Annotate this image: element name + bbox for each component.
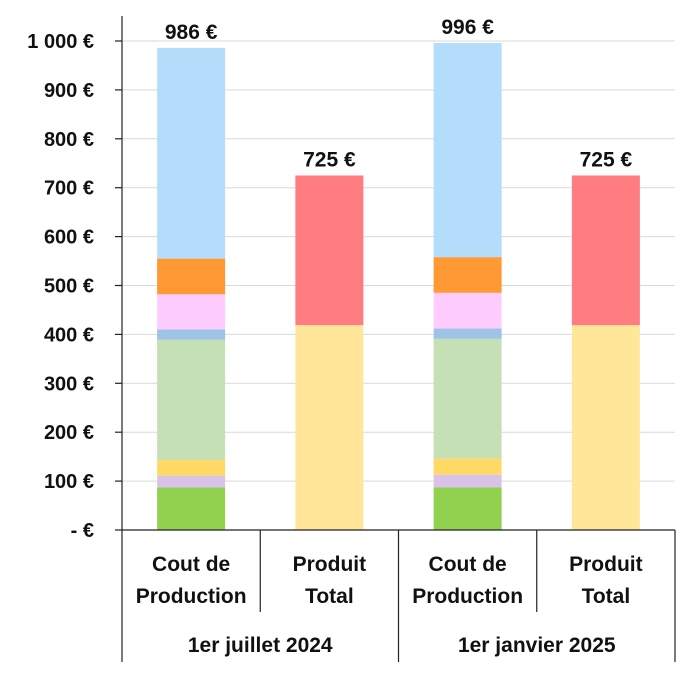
y-tick-label: 900 € — [44, 80, 94, 102]
bar-segment — [157, 475, 226, 488]
bar-segment — [433, 292, 502, 329]
y-tick-label: 300 € — [44, 373, 94, 395]
bar-segment — [433, 42, 502, 258]
y-tick-label: 600 € — [44, 227, 94, 249]
bar-segment — [157, 487, 226, 530]
group-label: 1er juillet 2024 — [188, 634, 333, 657]
group-label: 1er janvier 2025 — [458, 634, 616, 657]
category-label: Total — [305, 585, 354, 608]
bar-segment — [157, 294, 226, 330]
category-label: Production — [136, 585, 247, 608]
category-label: Total — [582, 585, 631, 608]
y-tick-label: 400 € — [44, 324, 94, 346]
bar-segment — [295, 175, 364, 326]
bar-segment — [433, 338, 502, 459]
bar-segment — [157, 339, 226, 461]
y-tick-label: 500 € — [44, 276, 94, 298]
category-label: Cout de — [152, 553, 230, 576]
total-label: 725 € — [580, 148, 633, 171]
y-tick-label: - € — [71, 520, 94, 542]
bar-segment — [571, 175, 640, 326]
bar-segment — [157, 460, 226, 476]
total-labels: 986 € 725 € 996 € 725 € — [165, 16, 633, 172]
bar-segment — [157, 329, 226, 340]
total-label: 725 € — [303, 148, 356, 171]
y-axis: - € 100 € 200 € 300 € 400 € 500 € 600 € 700 € 80… — [27, 16, 123, 542]
y-tick-label: 700 € — [44, 178, 94, 200]
bar-segment — [157, 47, 226, 259]
y-tick-label: 1 000 € — [27, 31, 94, 53]
bar-segment — [433, 487, 502, 530]
bar-segment — [433, 328, 502, 339]
y-tick-label: 100 € — [44, 471, 94, 493]
y-tick-label: 800 € — [44, 129, 94, 151]
x-axis: Cout de Production Produit Total Cout de Prod… — [121, 529, 676, 662]
total-label: 996 € — [441, 16, 494, 39]
total-label: 986 € — [165, 21, 218, 44]
bar-segment — [295, 325, 364, 530]
category-label: Cout de — [429, 553, 507, 576]
bars — [157, 42, 640, 530]
bar-segment — [433, 458, 502, 475]
bar-segment — [433, 474, 502, 488]
bar-segment — [433, 257, 502, 293]
bar-segment — [157, 258, 226, 295]
category-label: Production — [412, 585, 523, 608]
y-tick-label: 200 € — [44, 422, 94, 444]
category-label: Produit — [293, 553, 367, 576]
bar-segment — [571, 325, 640, 530]
category-label: Produit — [569, 553, 643, 576]
